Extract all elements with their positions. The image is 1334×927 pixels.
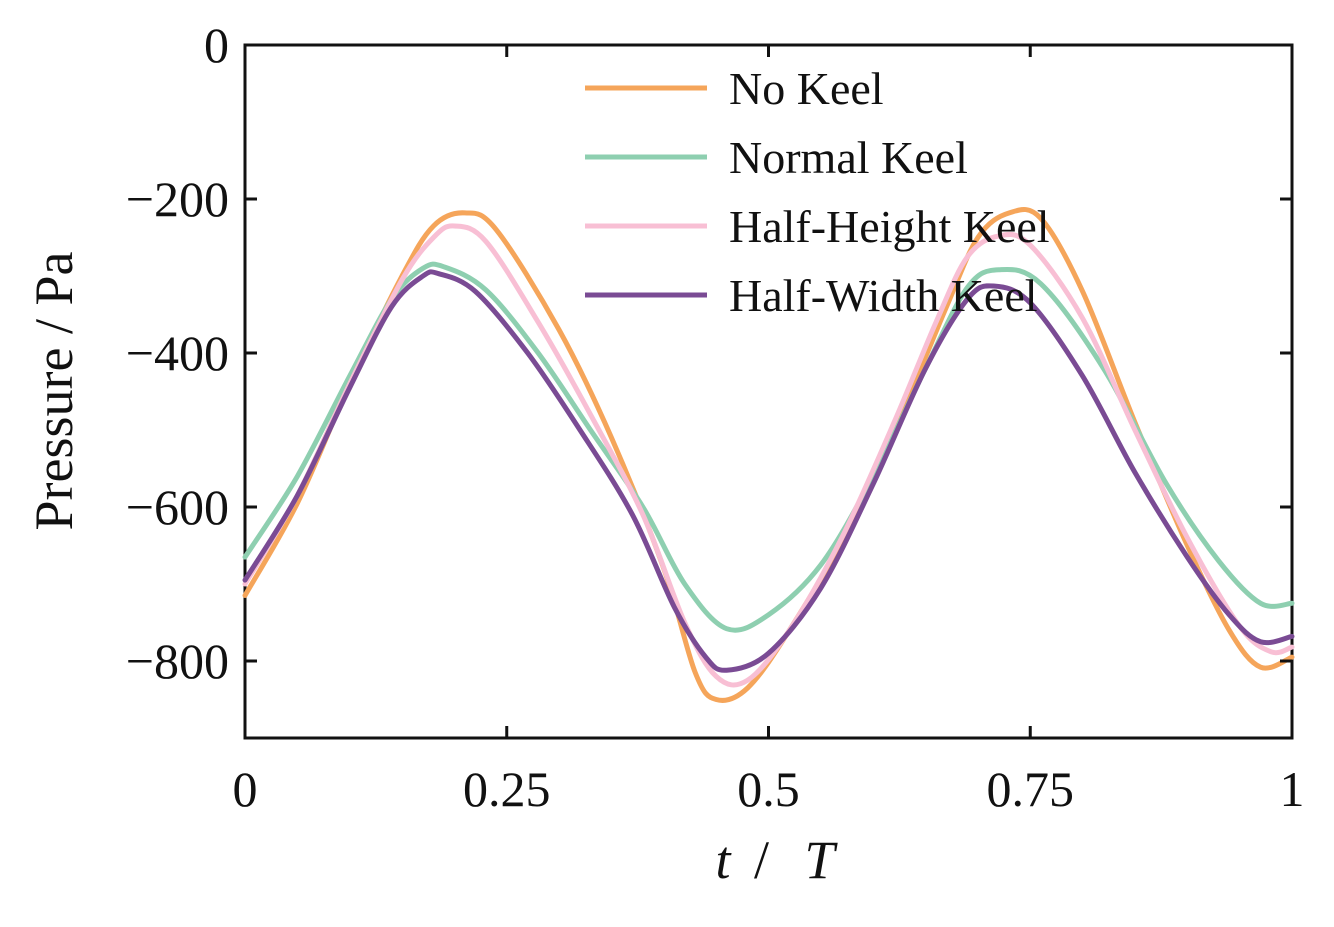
legend-label-half-width-keel: Half-Width Keel: [729, 270, 1038, 321]
x-tick-label-3: 0.75: [987, 761, 1075, 817]
x-axis-label-T: T: [804, 830, 838, 890]
x-tick-label-2: 0.5: [737, 761, 800, 817]
legend-label-normal-keel: Normal Keel: [729, 132, 968, 183]
y-tick-label-1: −200: [126, 171, 229, 227]
y-axis-label: Pressure / Pa: [24, 251, 84, 530]
x-axis-label: t / T: [715, 830, 838, 890]
x-tick-label-1: 0.25: [463, 761, 551, 817]
tick-layer: 0 0.25 0.5 0.75 1 0 −200 −400 −600 −800: [126, 17, 1305, 817]
y-tick-label-3: −600: [126, 479, 229, 535]
legend-label-half-height-keel: Half-Height Keel: [729, 201, 1050, 252]
legend: No Keel Normal Keel Half-Height Keel Half-W…: [585, 63, 1050, 321]
series-line-half-height-keel: [242, 223, 1295, 688]
x-axis-label-sep: /: [754, 830, 769, 890]
y-tick-label-2: −400: [126, 325, 229, 381]
x-tick-label-4: 1: [1280, 761, 1305, 817]
series-line-half-width-keel: [242, 269, 1295, 673]
y-tick-label-4: −800: [126, 633, 229, 689]
y-tick-label-0: 0: [204, 17, 229, 73]
x-axis-label-t: t: [715, 830, 732, 890]
legend-label-no-keel: No Keel: [729, 63, 884, 114]
x-tick-label-0: 0: [233, 761, 258, 817]
series-layer: [242, 206, 1295, 703]
